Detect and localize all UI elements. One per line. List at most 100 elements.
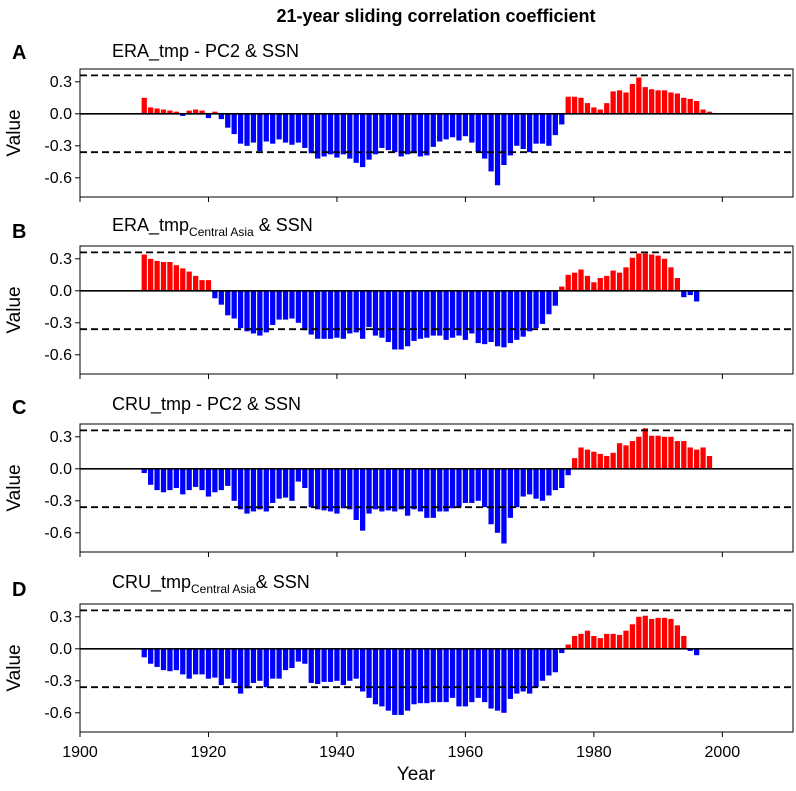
bar-1920 [205,648,212,679]
bar-1968 [514,113,520,146]
bar-1938 [321,290,327,339]
bar-1913 [160,468,167,493]
bar-1967 [507,648,514,699]
bar-1984 [616,272,623,291]
bar-1928 [257,290,263,336]
bar-1987 [636,616,642,649]
bar-1911 [148,258,154,291]
bar-1981 [597,278,603,291]
bar-1928 [257,648,263,681]
bar-1937 [315,113,321,159]
bar-1965 [494,113,501,186]
bar-1940 [334,290,340,338]
bar-1929 [263,113,269,142]
bar-1914 [167,110,173,114]
bar-1943 [353,290,359,333]
bar-1965 [494,648,501,711]
bar-1927 [250,468,257,512]
bar-1961 [469,113,475,143]
bar-1921 [212,468,218,493]
bar-1982 [604,456,610,469]
figure-title: 21-year sliding correlation coefficient [276,6,595,26]
bar-1959 [456,113,462,141]
bar-1925 [237,648,244,694]
bar-1984 [616,443,623,469]
bar-1913 [160,648,167,671]
bar-1977 [571,636,578,649]
bar-1922 [218,648,224,686]
bar-1961 [469,468,475,503]
bar-1953 [417,648,424,704]
bar-1922 [218,290,224,305]
y-tick-label: -0.3 [44,493,72,510]
bar-1950 [398,468,404,510]
bar-1948 [385,468,391,511]
bar-1946 [372,113,379,155]
panel-b: B ERA_tmpCentral Asia & SSN Value 0.3 0.0 -0.… [4,215,794,379]
bar-1960 [462,290,469,340]
x-tick-label: 1900 [62,744,98,761]
panel-title-main: ERA_tmp - PC2 & SSN [112,41,299,62]
y-tick-label: -0.6 [44,705,72,722]
bar-1910 [141,254,147,291]
bar-1984 [616,90,623,114]
y-axis-label: Value [4,464,25,511]
bar-1912 [154,648,160,667]
bar-1935 [302,648,308,664]
bar-1911 [148,468,154,485]
bar-1918 [192,648,199,675]
bar-1966 [501,113,507,165]
bar-1966 [501,468,507,544]
bar-1924 [231,290,237,319]
bar-1951 [404,468,411,516]
bar-1918 [192,468,199,487]
x-tick-label: 2000 [705,744,741,761]
bar-1929 [263,648,269,688]
bar-1942 [347,648,353,681]
bar-1936 [308,290,314,335]
bar-1990 [655,617,661,649]
bar-1944 [360,468,366,531]
bar-1994 [681,441,687,469]
bar-1955 [430,648,436,703]
bar-1917 [186,271,192,291]
bar-1971 [533,648,539,688]
bar-1920 [205,468,212,497]
bar-1926 [244,290,250,332]
bar-1930 [270,290,276,325]
bar-1955 [430,468,436,518]
bar-1989 [649,89,655,114]
bar-1962 [475,648,481,698]
bar-1920 [205,113,212,119]
x-tick-label: 1920 [191,744,227,761]
panel-title: ERA_tmpCentral Asia & SSN [112,215,313,239]
y-tick-label: -0.6 [44,347,72,364]
bar-1932 [282,648,289,671]
x-tick-label: 1980 [576,744,612,761]
bar-1932 [282,468,289,498]
bar-1965 [494,468,501,533]
bar-1984 [616,634,623,649]
bar-1963 [482,648,488,703]
bar-1962 [475,468,481,501]
bar-1954 [424,290,430,338]
bar-1940 [334,113,340,158]
y-tick-label: 0.3 [50,429,72,446]
bar-1969 [520,113,526,149]
bar-1991 [661,617,668,649]
bar-1940 [334,648,340,681]
bar-1988 [642,253,648,291]
bar-1968 [514,468,520,508]
bar-1917 [186,110,192,114]
bar-1952 [411,113,417,154]
bar-1922 [218,468,224,491]
bar-1932 [282,113,289,143]
bar-1951 [404,290,411,347]
bar-1978 [578,447,584,469]
bar-1945 [366,468,372,514]
bar-1967 [507,290,514,344]
bar-1925 [237,113,244,144]
bar-1982 [604,633,610,649]
bar-1965 [494,290,501,347]
bar-1947 [379,113,385,148]
